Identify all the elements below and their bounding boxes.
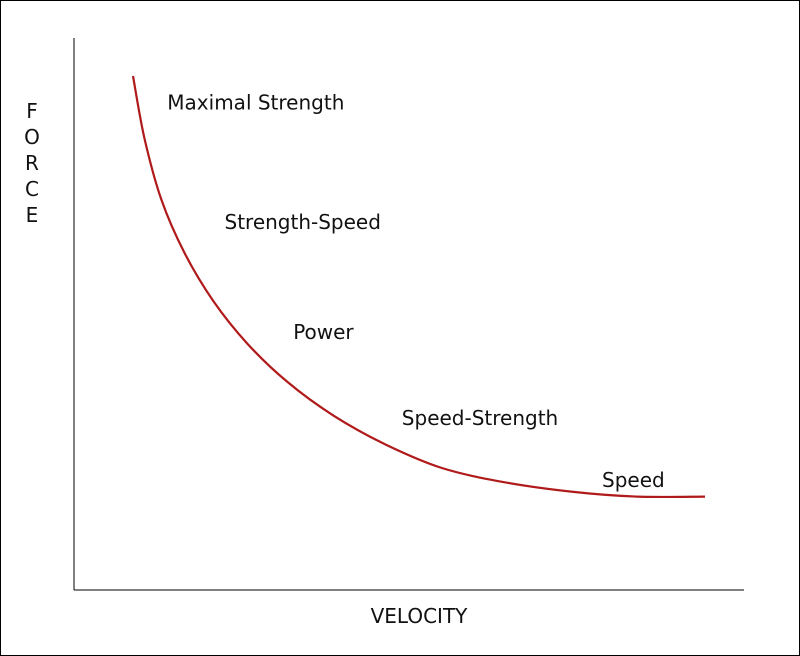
force-velocity-curve	[131, 75, 706, 499]
annotation-speed: Speed	[602, 468, 665, 492]
y-axis-label-letter: R	[25, 151, 39, 175]
y-axis-label-letter: E	[26, 203, 39, 227]
annotation-speed-strength: Speed-Strength	[402, 406, 558, 430]
y-axis-label-letter: C	[25, 177, 39, 201]
y-axis-label-letter: F	[26, 99, 38, 123]
annotation-strength-speed: Strength-Speed	[225, 210, 381, 234]
y-axis-label-letter: O	[24, 125, 40, 149]
annotation-maximal-strength: Maximal Strength	[167, 91, 344, 115]
annotation-power: Power	[293, 320, 354, 344]
x-axis-label: VELOCITY	[371, 604, 469, 628]
